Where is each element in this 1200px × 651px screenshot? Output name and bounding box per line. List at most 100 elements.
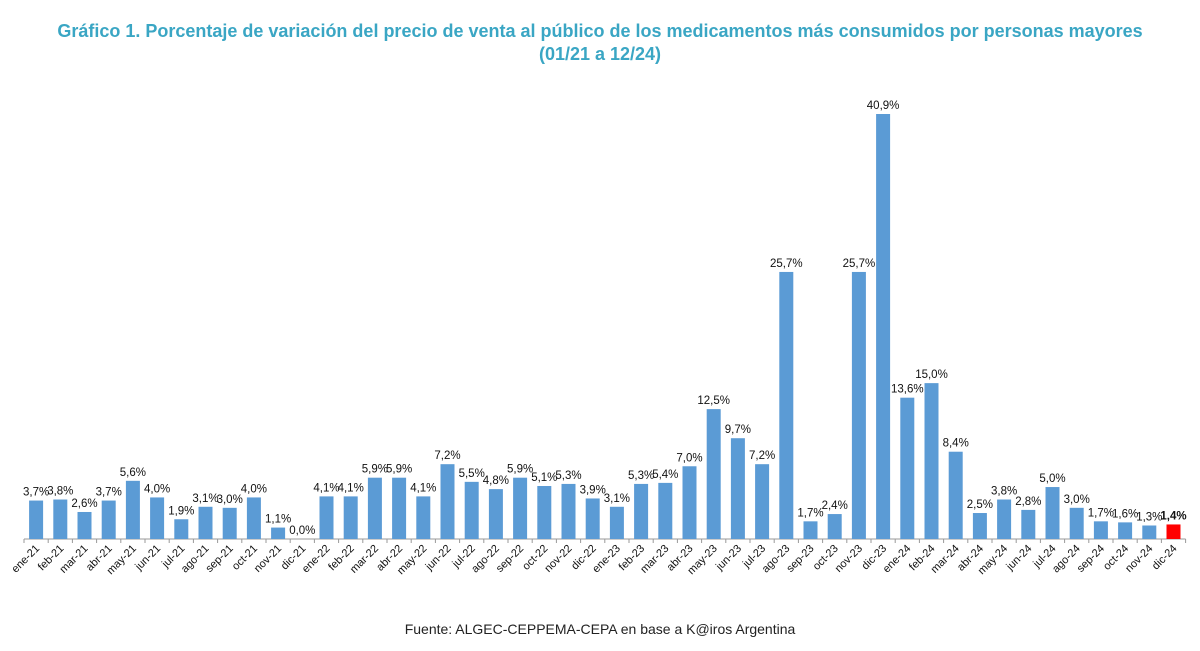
data-label: 40,9% (867, 100, 900, 112)
bar-mar-23 (658, 482, 673, 539)
x-tick-label: sep-21 (204, 543, 236, 575)
data-label: 5,6% (120, 467, 146, 479)
data-label: 3,1% (192, 493, 218, 505)
bar-dic-24 (1166, 524, 1181, 539)
bar-jun-23 (730, 438, 745, 539)
bar-jul-23 (755, 464, 770, 539)
bar-may-21 (125, 480, 140, 539)
data-label: 1,3% (1136, 511, 1162, 523)
bar-mar-21 (77, 511, 92, 539)
data-label: 13,6% (891, 384, 924, 396)
subtitle-line: (01/21 a 12/24) (538, 44, 662, 64)
bar-feb-22 (343, 496, 358, 539)
data-label: 25,7% (770, 258, 803, 270)
bar-feb-23 (634, 483, 649, 539)
x-tick-label: nov-24 (1123, 543, 1155, 575)
data-label: 5,0% (1039, 473, 1065, 485)
data-label: 5,3% (555, 470, 581, 482)
data-label: 5,5% (459, 468, 485, 480)
x-tick-label: sep-22 (494, 543, 526, 575)
bar-sep-22 (513, 477, 528, 539)
x-tick-label: nov-23 (833, 543, 865, 575)
bar-abr-23 (682, 466, 697, 539)
data-label: 1,7% (797, 507, 823, 519)
data-label: 2,5% (967, 499, 993, 511)
bar-nov-22 (561, 483, 576, 539)
data-label: 4,0% (144, 483, 170, 495)
bar-nov-23 (851, 271, 866, 539)
data-label: 4,1% (313, 482, 339, 494)
bar-mar-24 (948, 451, 963, 539)
data-label: 5,9% (507, 464, 533, 476)
data-label: 7,2% (749, 450, 775, 462)
data-label: 4,0% (241, 483, 267, 495)
data-label: 1,6% (1112, 508, 1138, 520)
bar-jul-21 (174, 519, 189, 539)
data-label: 1,9% (168, 505, 194, 517)
bar-feb-21 (53, 499, 68, 539)
bar-abr-22 (392, 477, 407, 539)
data-label: 2,6% (71, 498, 97, 510)
bar-chart: 3,7%ene-213,8%feb-212,6%mar-213,7%abr-21… (10, 100, 1187, 577)
bar-jun-22 (440, 464, 455, 539)
x-tick-label: sep-23 (784, 543, 816, 575)
bar-oct-24 (1118, 522, 1133, 539)
bar-ago-21 (198, 506, 213, 539)
data-label: 7,0% (676, 452, 702, 464)
bar-jun-21 (150, 497, 165, 539)
bar-nov-21 (271, 527, 286, 539)
bar-ene-22 (319, 496, 334, 539)
bar-dic-22 (585, 498, 600, 539)
x-tick-label: nov-21 (252, 543, 284, 575)
bar-may-23 (706, 409, 721, 539)
bar-oct-21 (246, 497, 261, 539)
bar-ago-22 (488, 489, 503, 539)
data-label: 5,9% (386, 464, 412, 476)
data-label: 9,7% (725, 424, 751, 436)
data-label: 3,1% (604, 493, 630, 505)
data-label: 5,9% (362, 464, 388, 476)
bar-dic-23 (876, 114, 891, 539)
data-label: 4,1% (338, 482, 364, 494)
bar-ene-24 (900, 397, 915, 539)
x-tick-label: jun-23 (713, 543, 744, 574)
bar-sep-24 (1093, 521, 1108, 539)
bar-ago-24 (1069, 507, 1084, 539)
data-label: 1,4% (1160, 510, 1186, 522)
data-label: 3,7% (96, 487, 122, 499)
data-label: 3,8% (991, 486, 1017, 498)
data-label: 5,4% (652, 469, 678, 481)
data-label: 3,0% (1064, 494, 1090, 506)
data-label: 5,1% (531, 472, 557, 484)
bar-jul-24 (1045, 487, 1060, 539)
chart-title: Gráfico 1. Porcentaje de variación del p… (0, 20, 1200, 66)
bar-oct-22 (537, 486, 552, 539)
data-label: 5,3% (628, 470, 654, 482)
bar-ene-21 (29, 500, 44, 539)
bar-ago-23 (779, 271, 794, 539)
bar-sep-23 (803, 521, 818, 539)
data-label: 1,7% (1088, 507, 1114, 519)
bar-jun-24 (1021, 509, 1036, 539)
x-tick-label: sep-24 (1075, 543, 1107, 575)
data-label: 2,8% (1015, 496, 1041, 508)
data-label: 0,0% (289, 525, 315, 537)
bar-abr-21 (101, 500, 116, 539)
bar-abr-24 (972, 513, 987, 539)
data-label: 3,9% (580, 484, 606, 496)
x-tick-label: dic-24 (1150, 543, 1180, 573)
data-label: 4,8% (483, 475, 509, 487)
bar-may-22 (416, 496, 431, 539)
data-label: 8,4% (943, 438, 969, 450)
bar-mar-22 (367, 477, 382, 539)
data-label: 3,8% (47, 486, 73, 498)
data-label: 25,7% (843, 258, 876, 270)
bar-nov-24 (1142, 525, 1157, 539)
x-tick-label: jun-24 (1004, 543, 1035, 574)
title-line: Gráfico 1. Porcentaje de variación del p… (57, 21, 1143, 41)
x-tick-label: jun-21 (132, 543, 163, 574)
bar-may-24 (997, 499, 1012, 539)
bar-jul-22 (464, 481, 479, 539)
x-tick-label: nov-22 (542, 543, 574, 575)
data-label: 12,5% (697, 395, 730, 407)
